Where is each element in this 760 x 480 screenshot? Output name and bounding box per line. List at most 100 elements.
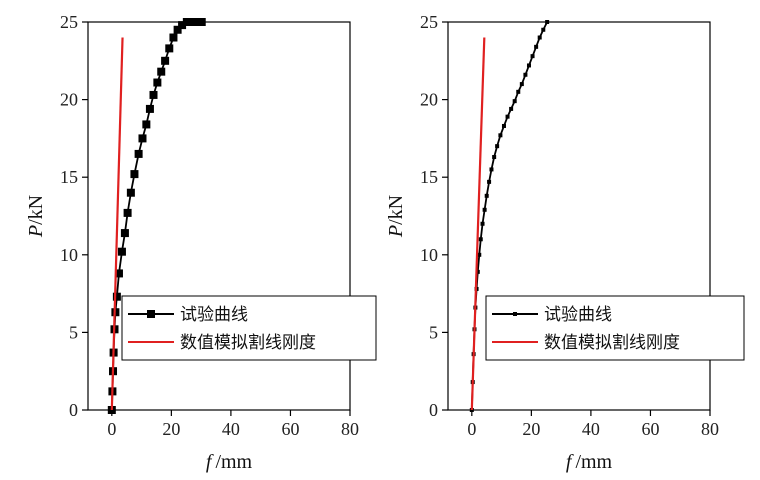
data-point (169, 33, 178, 42)
y-axis-unit: /kN (25, 195, 47, 225)
x-tick-label: 20 (162, 419, 180, 439)
data-point (161, 56, 170, 65)
data-point (478, 237, 483, 242)
data-point (477, 252, 482, 257)
data-point (173, 25, 182, 34)
series-simulation-line (470, 37, 486, 411)
data-point (492, 155, 497, 160)
y-tick-label: 25 (60, 12, 78, 32)
legend: 试验曲线 数值模拟割线刚度 (121, 295, 377, 361)
data-point (130, 170, 139, 179)
data-point (187, 18, 196, 26)
x-tick-label: 0 (467, 419, 476, 439)
y-tick-label: 25 (420, 12, 438, 32)
data-point (512, 99, 517, 104)
data-point (498, 133, 503, 138)
x-tick-label: 0 (107, 419, 116, 439)
y-axis-unit: /kN (385, 195, 407, 225)
legend-box (121, 295, 377, 361)
data-point (526, 63, 531, 68)
data-point (192, 18, 201, 26)
data-point (530, 54, 535, 59)
data-point (145, 104, 154, 113)
y-axis-var: P (385, 225, 407, 238)
x-tick-label: 40 (222, 419, 240, 439)
data-point (475, 269, 480, 274)
y-tick-label: 5 (429, 322, 438, 342)
axis-ticks: 0 20 40 60 80 0 5 10 15 20 25 (60, 12, 359, 439)
y-axis-label: P/kN (25, 195, 47, 238)
legend-label-test: 试验曲线 (544, 305, 612, 325)
y-axis-label: P/kN (385, 195, 407, 238)
data-point (157, 67, 166, 76)
plot-frame (447, 21, 711, 411)
x-tick-label: 60 (641, 419, 659, 439)
x-axis-unit: /mm (215, 451, 252, 473)
data-point (482, 207, 487, 212)
data-point (117, 247, 126, 256)
x-axis-label: f/mm (566, 451, 613, 473)
x-tick-label: 40 (582, 419, 600, 439)
data-point (197, 18, 206, 26)
data-point (114, 269, 123, 278)
data-point (495, 144, 500, 149)
data-point (534, 44, 539, 49)
data-point (142, 120, 151, 129)
data-point (516, 89, 521, 94)
data-point (489, 167, 494, 172)
data-point (107, 406, 116, 414)
y-tick-label: 20 (420, 90, 438, 110)
x-tick-label: 80 (701, 419, 719, 439)
data-point (153, 78, 162, 87)
chart-right: 0 20 40 60 80 0 5 10 15 20 25 P/kN f/mm 试验曲线 数值模拟割… (385, 12, 745, 473)
data-point (541, 27, 546, 32)
x-tick-label: 60 (281, 419, 299, 439)
x-axis-var: f (206, 451, 214, 473)
data-point (182, 18, 191, 26)
y-tick-label: 0 (69, 400, 78, 420)
data-point (112, 292, 121, 301)
y-tick-label: 20 (60, 90, 78, 110)
data-point (505, 114, 510, 119)
data-point (487, 179, 492, 184)
data-point (480, 221, 485, 226)
data-point (178, 21, 187, 30)
legend-box (485, 295, 745, 361)
data-point (469, 408, 474, 412)
y-tick-label: 10 (420, 245, 438, 265)
y-tick-label: 15 (420, 167, 438, 187)
x-axis-unit: /mm (575, 451, 612, 473)
x-axis-label: f/mm (206, 451, 253, 473)
data-point (484, 193, 489, 198)
series-layer (107, 18, 206, 414)
series-layer (469, 20, 550, 412)
x-tick-label: 20 (522, 419, 540, 439)
y-tick-label: 0 (429, 400, 438, 420)
data-point (523, 72, 528, 77)
data-point (149, 90, 158, 99)
data-point (519, 82, 524, 87)
chart-left: 0 20 40 60 80 0 5 10 15 20 25 P/kN f/mm 试验曲线 数值模拟割… (25, 12, 377, 473)
legend-label-simulation: 数值模拟割线刚度 (180, 333, 316, 353)
x-axis-var: f (566, 451, 574, 473)
y-axis-var: P (25, 225, 47, 238)
legend: 试验曲线 数值模拟割线刚度 (485, 295, 745, 361)
data-point (134, 149, 143, 158)
data-point (123, 208, 132, 217)
legend-marker-test (147, 310, 155, 318)
data-point (537, 35, 542, 40)
data-point (545, 20, 550, 24)
data-point (138, 134, 147, 143)
data-point (509, 106, 514, 111)
data-point (120, 229, 129, 238)
plot-frame (87, 21, 351, 411)
x-tick-label: 80 (341, 419, 359, 439)
legend-marker-test (513, 312, 517, 316)
axis-ticks: 0 20 40 60 80 0 5 10 15 20 25 (420, 12, 719, 439)
legend-label-test: 试验曲线 (180, 305, 248, 325)
y-tick-label: 10 (60, 245, 78, 265)
data-point (501, 123, 506, 128)
legend-label-simulation: 数值模拟割线刚度 (544, 333, 680, 353)
y-tick-label: 5 (69, 322, 78, 342)
